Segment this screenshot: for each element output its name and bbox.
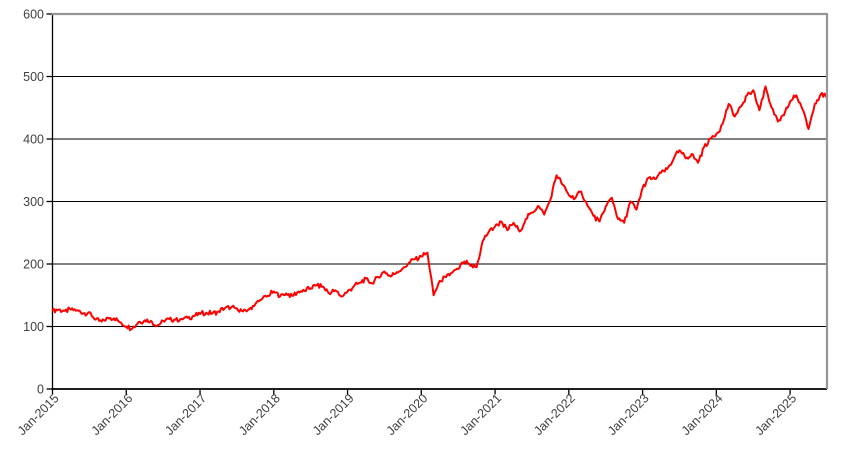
x-tick-label: Jan-2016 <box>89 391 136 438</box>
y-tick-label: 300 <box>23 195 44 209</box>
x-tick-label: Jan-2017 <box>162 391 209 438</box>
y-tick-label: 100 <box>23 320 44 334</box>
x-tick-label: Jan-2020 <box>384 391 431 438</box>
y-tick-label: 0 <box>37 383 44 397</box>
price-series-line <box>51 85 827 332</box>
x-tick-label: Jan-2019 <box>310 391 357 438</box>
x-tick-label: Jan-2015 <box>15 391 62 438</box>
x-tick-label: Jan-2025 <box>752 391 799 438</box>
y-tick-label: 600 <box>23 8 44 22</box>
x-tick-label: Jan-2022 <box>531 391 578 438</box>
x-tick-label: Jan-2021 <box>457 391 504 438</box>
x-tick-label: Jan-2018 <box>236 391 283 438</box>
x-tick-label: Jan-2024 <box>679 391 726 438</box>
y-tick-label: 500 <box>23 70 44 84</box>
y-tick-label: 400 <box>23 133 44 147</box>
x-tick-label: Jan-2023 <box>605 391 652 438</box>
y-tick-label: 200 <box>23 258 44 272</box>
